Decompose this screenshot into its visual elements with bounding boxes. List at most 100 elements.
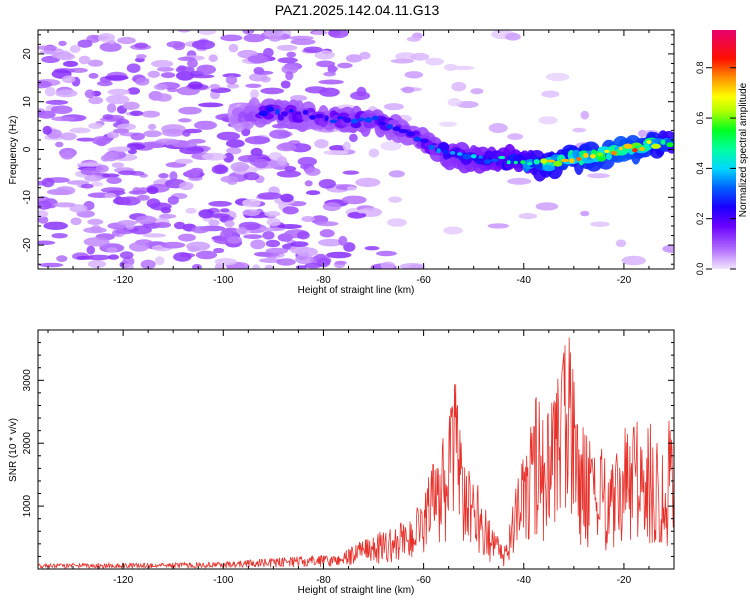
spectrogram-cell [198, 102, 224, 108]
spectrogram-cell [187, 246, 200, 252]
spectrogram-peak-cell [560, 158, 569, 163]
spectrogram-cell [220, 208, 230, 213]
spectrogram-cell [154, 83, 168, 91]
spectrogram-cell [211, 164, 229, 175]
spectrogram-cell [368, 148, 380, 158]
spectrogram-peak-cell [386, 124, 393, 130]
spectrogram-peak-cell [520, 160, 526, 165]
snr-y-ticks: 1000 2000 3000 [22, 329, 674, 557]
spectrogram-cell [38, 240, 56, 246]
spectrogram-cell [106, 247, 118, 253]
spectrogram-cell [209, 213, 231, 218]
spectrogram-peak-cell [660, 139, 666, 145]
spectrogram-cell [314, 139, 329, 149]
spectrogram-cell [243, 234, 263, 240]
spectrogram-cell [225, 75, 238, 85]
spectrogram-peak-cell [295, 111, 302, 115]
spectrogram-cell [169, 171, 178, 181]
spectrogram-cell [130, 132, 145, 141]
y-tick-label: 10 [22, 96, 33, 108]
spectrogram-cell [318, 238, 343, 247]
spectrogram-cell [43, 198, 58, 209]
spectrogram-cell [77, 39, 93, 48]
spectrogram-cell [187, 138, 206, 144]
spectrogram-cell [245, 83, 262, 89]
spectrogram-cell [318, 179, 336, 189]
spectrogram-cell [295, 254, 314, 264]
spectrogram-cell [301, 216, 315, 222]
spectrogram-cell [62, 60, 79, 67]
colorbar-gradient [712, 30, 736, 269]
spectrogram-cell [220, 34, 243, 42]
spectrogram-peak-cell [478, 155, 484, 159]
spectrogram-cell [390, 58, 415, 64]
x-tick-label: -100 [213, 575, 233, 586]
spectrogram-cell [253, 158, 268, 169]
spectrogram-peak-cell [651, 143, 661, 149]
spectrogram-cell [259, 227, 285, 232]
colorbar-tick-label: 0.8 [695, 61, 705, 74]
figure-title: PAZ1.2025.142.04.11.G13 [274, 2, 440, 18]
spectrogram-peak-cell [533, 159, 540, 165]
spectrogram-cell [56, 255, 68, 262]
spectrogram-cell [388, 170, 405, 178]
spectrogram-cell [140, 259, 156, 269]
spectrogram-cell [410, 52, 430, 61]
spectrogram-cell [188, 81, 203, 90]
spectrogram-cell [179, 181, 194, 191]
spectrogram-cell [404, 71, 424, 79]
spectrogram-cell [135, 77, 150, 86]
spectrogram-ridge-cell [659, 144, 669, 152]
spectrogram-cell [121, 263, 134, 269]
spectrogram-cell [248, 73, 268, 82]
spectrogram-cell [290, 38, 316, 46]
spectrogram-cell [265, 247, 289, 255]
spectrogram-cell [69, 127, 91, 134]
spectrogram-ridge-cell [437, 142, 450, 152]
spectrogram-cell [174, 221, 186, 230]
spectrogram-y-axis-label: Frequency (Hz) [8, 116, 19, 185]
spectrogram-peak-cell [364, 117, 373, 123]
spectrogram-cell [456, 101, 479, 108]
spectrogram-ridge-cell [596, 154, 607, 162]
spectrogram-cell [117, 36, 136, 45]
spectrogram-cell [289, 245, 310, 254]
spectrogram-peak-cell [406, 131, 415, 137]
spectrogram-cell [166, 41, 185, 48]
spectrogram-cell [86, 245, 96, 255]
y-tick-label: 0 [22, 146, 33, 152]
spectrogram-cell [178, 106, 202, 115]
spectrogram-cell [243, 172, 260, 181]
spectrogram-cell [349, 133, 358, 143]
spectrogram-cell [38, 216, 49, 224]
spectrogram-cell [185, 207, 197, 214]
spectrogram-cell [264, 211, 281, 217]
spectrogram-cell [139, 141, 165, 148]
spectrogram-ridge-cell [495, 160, 502, 166]
x-tick-label: -40 [517, 575, 532, 586]
spectrogram-peak-cell [372, 115, 379, 121]
spectrogram-cell [88, 72, 99, 79]
spectrogram-cell [285, 71, 294, 81]
spectrogram-cell [384, 103, 404, 111]
spectrogram-cell [226, 83, 240, 89]
spectrogram-cell [99, 42, 122, 52]
spectrogram-cell [61, 75, 76, 84]
spectrogram-cell [439, 121, 457, 127]
spectrogram-cell [142, 233, 167, 238]
spectrogram-peak-cell [527, 161, 533, 166]
spectrogram-cell [197, 30, 217, 35]
spectrogram-cell [175, 158, 193, 164]
spectrogram-x-ticks: -120 -100 -80 -60 -40 -20 [47, 30, 675, 286]
spectrogram-cell [97, 80, 113, 87]
spectrogram-cell [505, 32, 521, 41]
spectrogram-cell [327, 65, 338, 72]
spectrogram-cell [250, 239, 266, 250]
x-tick-label: -60 [416, 275, 431, 286]
spectrogram-cell [447, 97, 462, 107]
spectrogram-cell [242, 198, 261, 208]
spectrogram-cell [97, 33, 115, 43]
spectrogram-cell [182, 129, 191, 137]
spectrogram-cell [126, 143, 146, 150]
colorbar-label: Normalized spectral amplitude [738, 82, 749, 217]
